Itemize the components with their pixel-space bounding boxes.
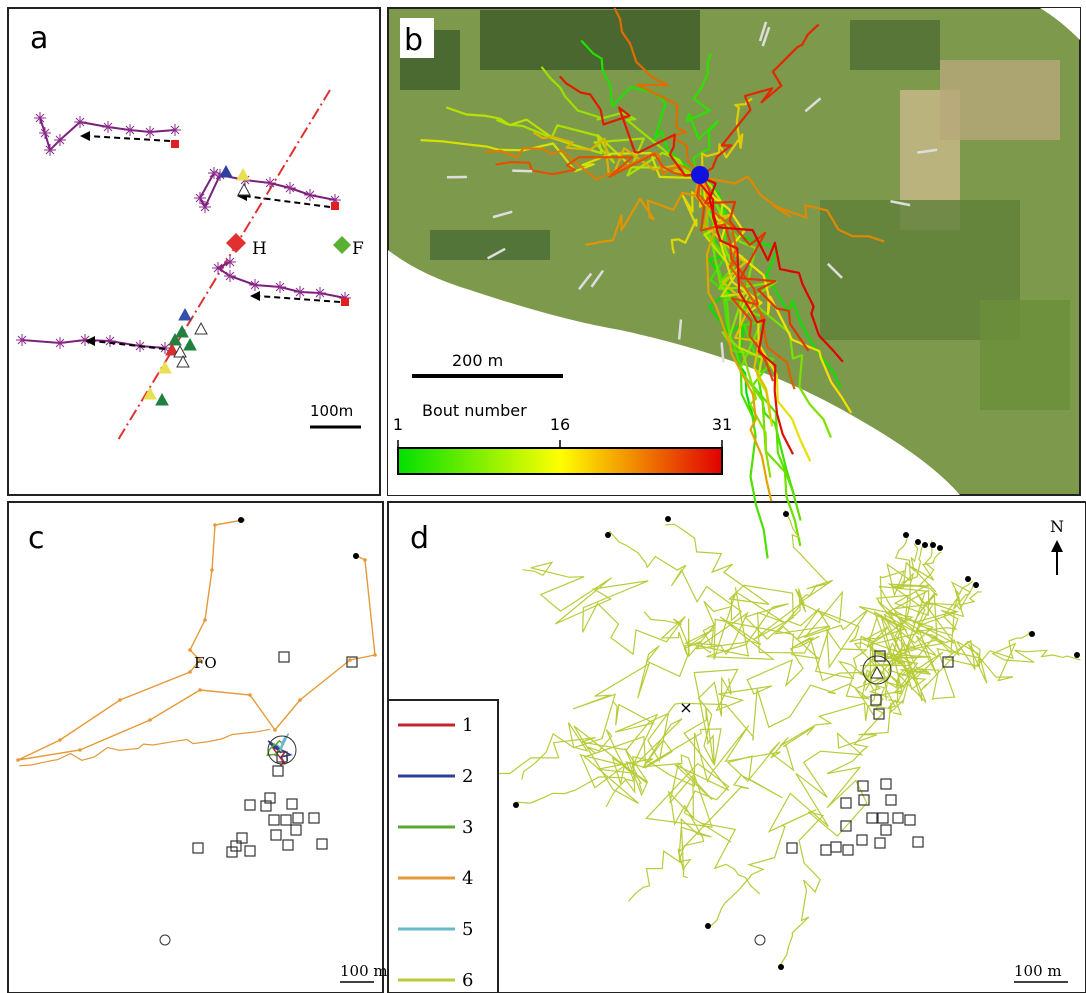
north-label: N (1050, 517, 1064, 536)
fix (248, 693, 252, 697)
endpoint (937, 545, 943, 551)
endpoint (922, 542, 928, 548)
photo-patch (980, 300, 1070, 410)
legend-label: 3 (462, 817, 473, 838)
panel-label: a (30, 21, 48, 56)
release-point (171, 140, 179, 148)
endpoint (783, 511, 789, 517)
fix (213, 523, 217, 527)
fix (16, 758, 20, 762)
endpoint (965, 576, 971, 582)
fix (188, 648, 192, 652)
photo-patch (480, 10, 700, 70)
fix (363, 558, 367, 562)
panel-a-frame (8, 8, 380, 495)
endpoint (353, 553, 359, 559)
vector-dash (512, 171, 532, 172)
panel-label: c (28, 521, 45, 556)
endpoint (1074, 652, 1080, 658)
legend-label: 4 (462, 868, 473, 889)
fix (298, 698, 302, 702)
endpoint (915, 539, 921, 545)
colorbar-tick-label: 31 (712, 415, 732, 434)
endpoint (930, 542, 936, 548)
fix (373, 653, 377, 657)
colorbar-title: Bout number (422, 401, 527, 420)
endpoint (513, 802, 519, 808)
scale-bar-label: 100 m (1014, 962, 1062, 980)
fix (210, 568, 214, 572)
legend-label: 6 (462, 970, 473, 991)
endpoint (778, 964, 784, 970)
annotation: H (252, 239, 267, 259)
panel-label: b (404, 23, 423, 58)
fix (78, 748, 82, 752)
endpoint (973, 582, 979, 588)
fix (273, 728, 277, 732)
endpoint (605, 532, 611, 538)
fix (203, 618, 207, 622)
release-point (341, 298, 349, 306)
endpoint (903, 532, 909, 538)
endpoint (238, 517, 244, 523)
endpoint (705, 923, 711, 929)
fix (348, 658, 352, 662)
fix (198, 688, 202, 692)
fix (148, 718, 152, 722)
legend-label: 1 (462, 715, 473, 736)
cross-marker: × (679, 698, 692, 717)
scale-bar-label: 100m (310, 402, 353, 420)
colorbar-tick-label: 1 (393, 415, 403, 434)
annotation: FO (194, 654, 217, 672)
panel-label: d (410, 521, 429, 556)
scale-bar-label: 100 m (340, 962, 388, 980)
panel-c-frame (8, 502, 383, 993)
fix (58, 738, 62, 742)
colorbar-tick-label: 16 (550, 415, 570, 434)
endpoint (665, 516, 671, 522)
photo-patch (850, 20, 940, 70)
legend-box (388, 700, 498, 993)
colorbar (398, 448, 722, 474)
photo-patch (430, 230, 550, 260)
hive (691, 166, 709, 184)
annotation: F (352, 239, 364, 259)
fix (188, 670, 192, 674)
scale-bar-label: 200 m (452, 351, 503, 370)
legend-label: 2 (462, 766, 473, 787)
endpoint (1029, 631, 1035, 637)
release-point (331, 202, 339, 210)
legend-label: 5 (462, 919, 473, 940)
photo-patch (940, 60, 1060, 140)
fix (118, 698, 122, 702)
figure: 11631× a b c d H F 100m 200 m Bout numbe… (0, 0, 1086, 993)
